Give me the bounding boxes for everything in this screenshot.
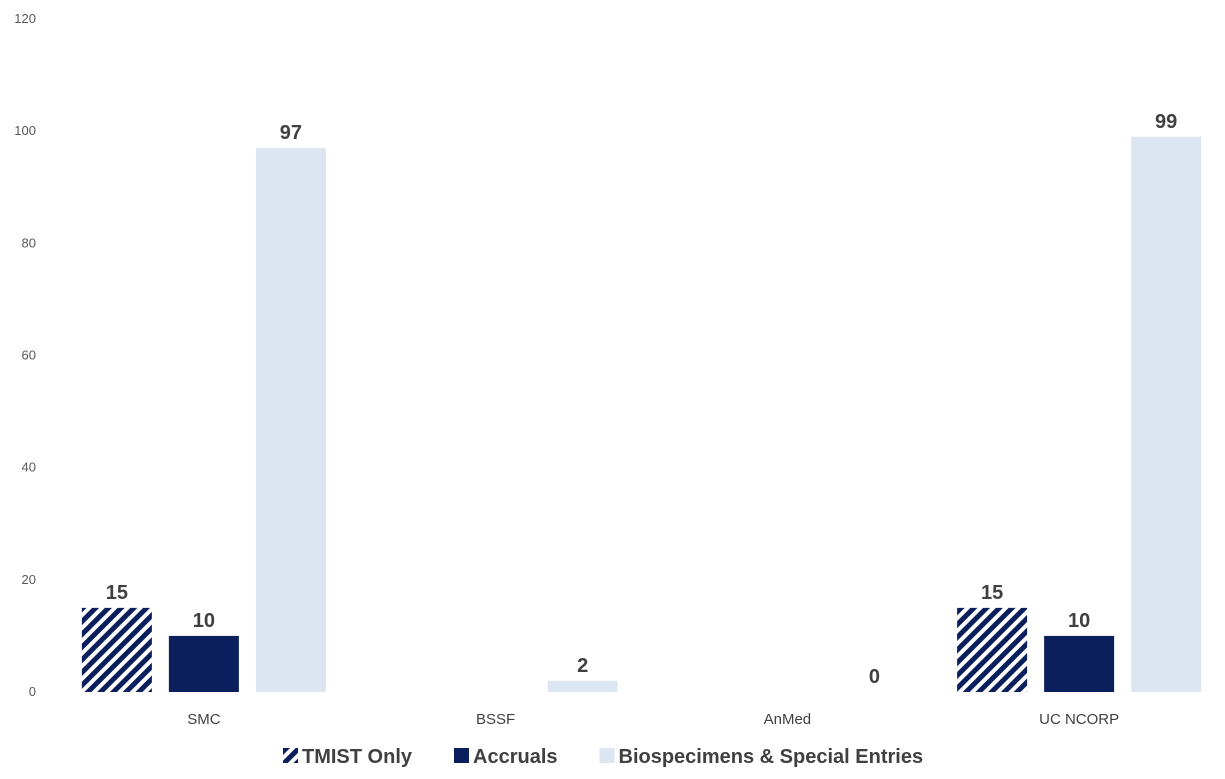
legend: TMIST Only Accruals Biospecimens & Special… [283, 746, 923, 768]
y-tick-label: 60 [22, 348, 36, 363]
data-label: 15 [981, 582, 1003, 604]
bar-biospecimens-special-entries-bssf [547, 680, 618, 692]
x-category-label: AnMed [764, 711, 812, 728]
data-label: 15 [106, 582, 128, 604]
legend-swatch [599, 748, 615, 763]
bar-biospecimens-special-entries-uc-ncorp [1131, 136, 1202, 692]
x-axis: SMC BSSF AnMed UC NCORP [187, 711, 1119, 728]
legend-label: Accruals [473, 746, 558, 768]
legend-swatch [283, 748, 298, 763]
y-axis: 0 20 40 60 80 100 120 [14, 11, 36, 699]
legend-label: TMIST Only [302, 746, 413, 768]
bar-biospecimens-special-entries-smc [255, 147, 326, 692]
y-tick-label: 0 [29, 684, 36, 699]
bar-accruals-smc [168, 635, 239, 692]
y-tick-label: 80 [22, 235, 36, 250]
bar-accruals-uc-ncorp [1044, 635, 1115, 692]
data-label: 99 [1155, 111, 1177, 133]
y-tick-label: 120 [14, 11, 36, 26]
data-label: 97 [280, 122, 302, 144]
x-category-label: SMC [187, 711, 221, 728]
data-label: 2 [577, 655, 588, 677]
bar-tmist-only-uc-ncorp [957, 607, 1028, 692]
data-label: 10 [1068, 610, 1090, 632]
y-tick-label: 40 [22, 460, 36, 475]
x-category-label: UC NCORP [1039, 711, 1119, 728]
legend-label: Biospecimens & Special Entries [619, 746, 924, 768]
legend-swatch [454, 748, 469, 763]
y-tick-label: 20 [22, 572, 36, 587]
y-tick-label: 100 [14, 123, 36, 138]
x-category-label: BSSF [476, 711, 515, 728]
data-label: 0 [869, 666, 880, 688]
data-label: 10 [193, 610, 215, 632]
bars [81, 136, 1202, 692]
bar-tmist-only-smc [81, 607, 152, 692]
